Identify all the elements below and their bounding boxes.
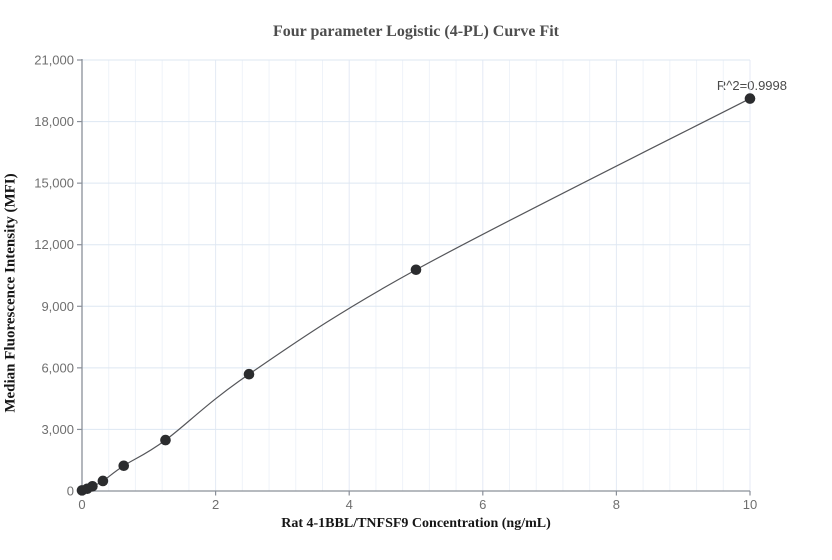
y-tick-label: 6,000 xyxy=(41,360,74,375)
x-tick-label: 8 xyxy=(613,497,620,512)
data-point xyxy=(97,475,109,487)
data-point xyxy=(410,264,422,276)
x-tick-label: 6 xyxy=(479,497,486,512)
y-tick-label: 21,000 xyxy=(34,53,74,68)
chart-title: Four parameter Logistic (4-PL) Curve Fit xyxy=(272,23,559,40)
data-point xyxy=(118,460,130,472)
x-axis-title: Rat 4-1BBL/TNFSF9 Concentration (ng/mL) xyxy=(281,516,551,531)
x-tick-label: 2 xyxy=(212,497,219,512)
data-point xyxy=(744,93,756,104)
y-tick-label: 12,000 xyxy=(34,237,74,252)
data-point xyxy=(243,368,255,380)
y-tick-label: 15,000 xyxy=(34,176,74,191)
x-tick-label: 4 xyxy=(346,497,353,512)
y-tick-label: 9,000 xyxy=(41,299,74,314)
fit-curve xyxy=(81,98,751,491)
y-tick-label: 3,000 xyxy=(41,422,74,437)
y-tick-label: 0 xyxy=(67,484,74,499)
r-squared-label: R^2=0.9998 xyxy=(716,78,787,93)
y-tick-label: 18,000 xyxy=(34,114,74,129)
x-tick-label: 10 xyxy=(743,497,757,512)
x-tick-label: 0 xyxy=(78,497,85,512)
data-point xyxy=(87,480,98,492)
data-point xyxy=(160,434,171,446)
